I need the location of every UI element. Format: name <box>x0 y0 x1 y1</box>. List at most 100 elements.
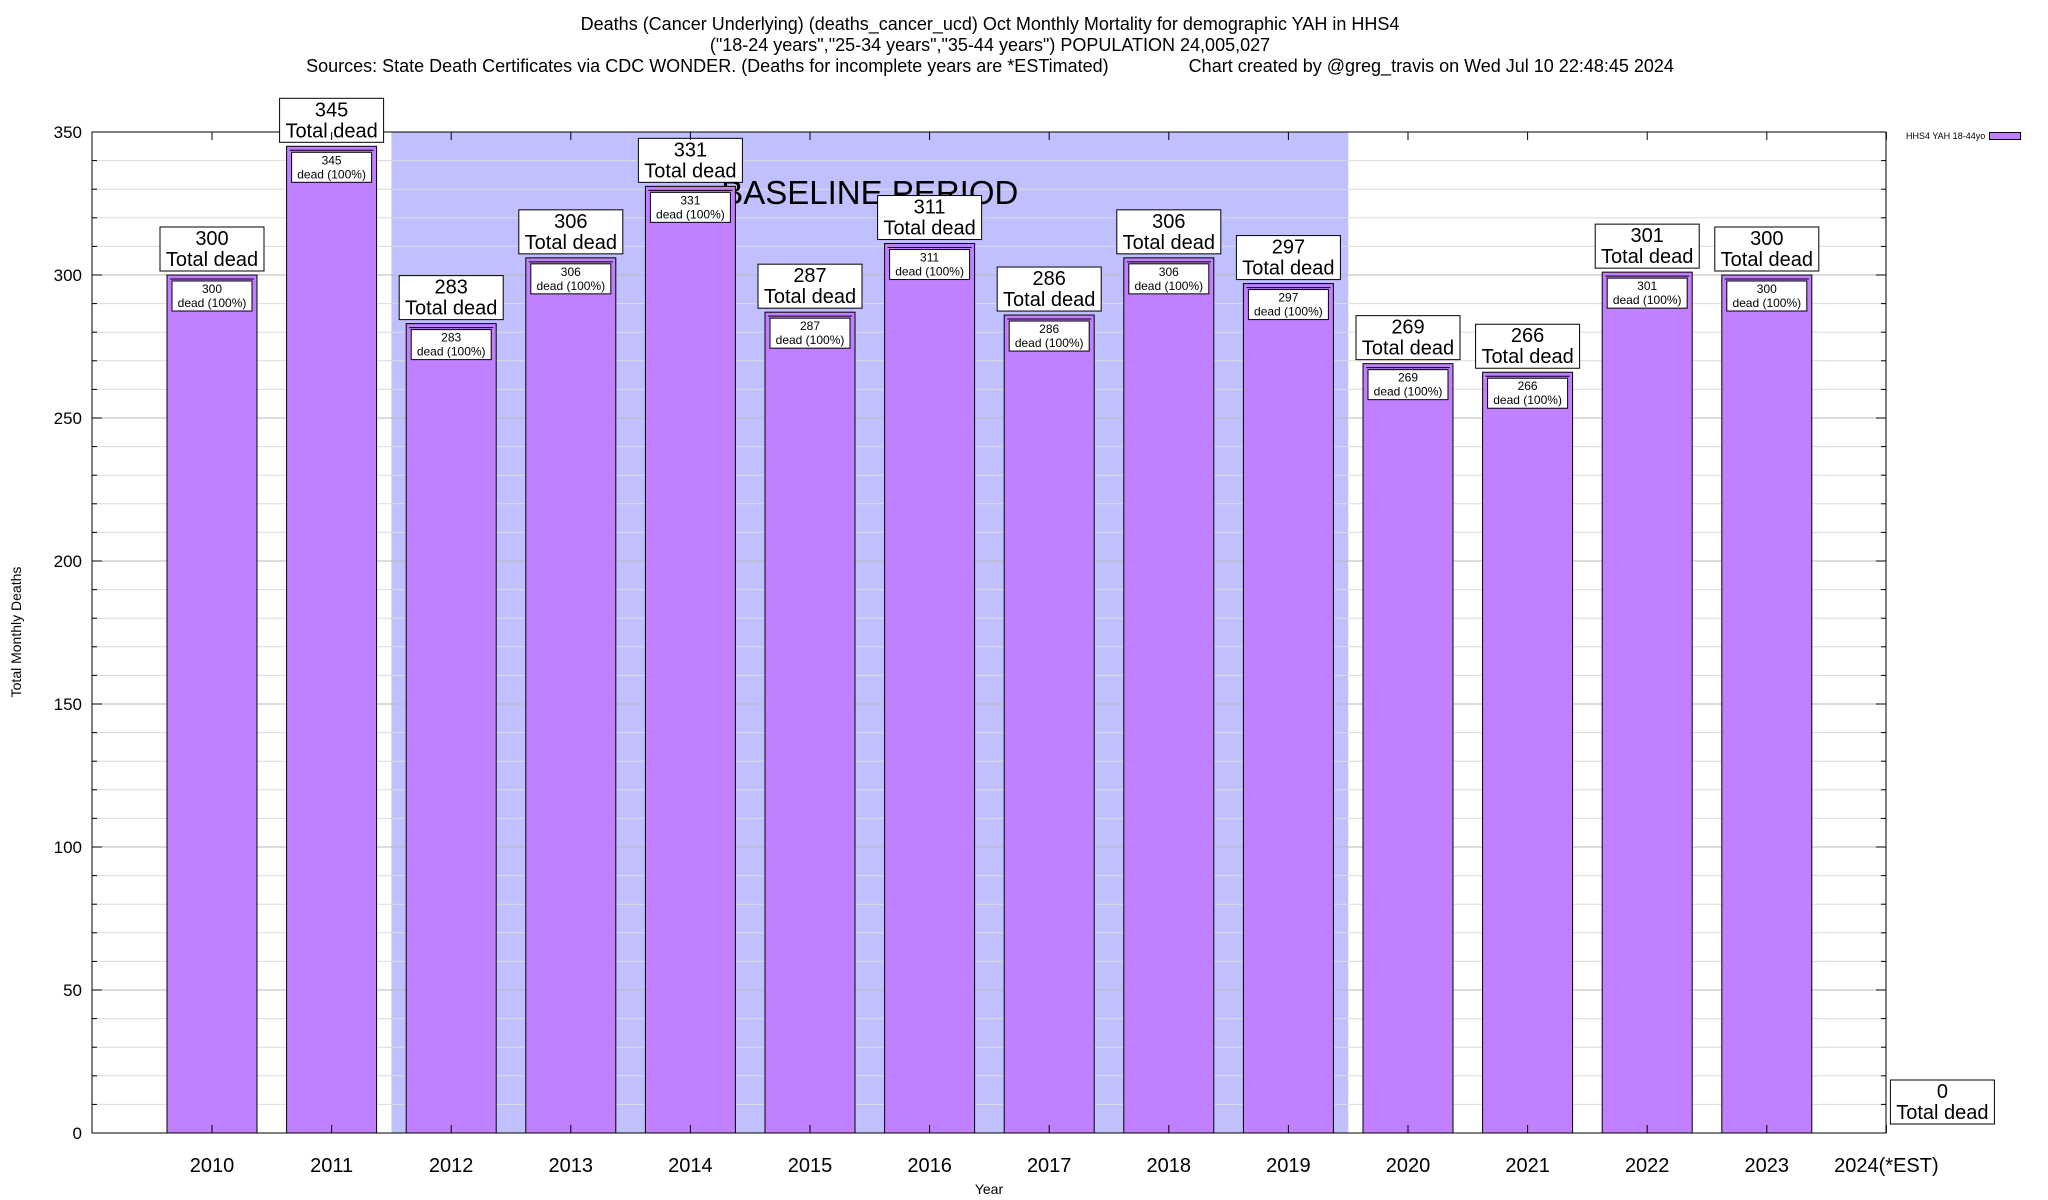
title-line-2: ("18-24 years","25-34 years","35-44 year… <box>709 35 1271 55</box>
bar-total-label-box <box>398 275 504 321</box>
bar-inner-pct: dead (100%) <box>1374 385 1443 399</box>
bar-inner-value: 300 <box>202 282 222 296</box>
bar-inner-value: 345 <box>322 153 342 167</box>
bar-total-value: 311 <box>914 197 946 219</box>
bar-total-text: Total dead <box>1242 258 1334 280</box>
bar-total-value: 286 <box>1033 268 1066 290</box>
y-tick-label: 200 <box>54 552 82 571</box>
chart-title: Deaths (Cancer Underlying) (deaths_cance… <box>0 14 1980 77</box>
bar <box>1123 257 1215 1134</box>
bar-total-value: 0 <box>1937 1081 1948 1103</box>
bar <box>286 145 378 1134</box>
bar-total-text: Total dead <box>285 120 377 142</box>
bar-inner-value: 287 <box>800 319 820 333</box>
bar-inner-pct: dead (100%) <box>1015 336 1084 350</box>
x-tick-label: 2015 <box>788 1155 833 1177</box>
bar-inner-value: 286 <box>1039 322 1059 336</box>
bar-total-label-box <box>1475 323 1581 369</box>
legend-label: HHS4 YAH 18-44yo <box>1906 131 1986 141</box>
bar-total-label-box <box>996 266 1102 312</box>
bar-total-value: 287 <box>793 265 826 287</box>
x-tick-label: 2019 <box>1266 1155 1311 1177</box>
bar-total-text: Total dead <box>525 232 617 254</box>
x-tick-label: 2018 <box>1147 1155 1192 1177</box>
bar-total-text: Total dead <box>1362 338 1454 360</box>
y-axis-title: Total Monthly Deaths <box>8 567 24 698</box>
bar-total-label-box <box>1116 209 1222 255</box>
bar-inner-value: 297 <box>1278 291 1298 305</box>
x-tick-label: 2020 <box>1386 1155 1431 1177</box>
x-tick-label: 2013 <box>549 1155 594 1177</box>
bar-inner-pct: dead (100%) <box>895 265 964 279</box>
bar-total-text: Total dead <box>166 249 258 271</box>
bar-inner-pct: dead (100%) <box>297 167 366 181</box>
bar-inner-label-box <box>1367 369 1449 401</box>
bar-inner-label-box <box>769 317 851 349</box>
y-tick-label: 100 <box>54 838 82 857</box>
bar-total-label-box <box>637 137 743 183</box>
plot-frame <box>91 131 1887 1134</box>
bar-total-text: Total dead <box>1003 289 1095 311</box>
bar-inner-value: 283 <box>441 331 461 345</box>
bar-inner-pct: dead (100%) <box>417 345 486 359</box>
bar-total-value: 297 <box>1272 237 1305 259</box>
bar-inner-pct: dead (100%) <box>1134 279 1203 293</box>
bar-total-text: Total dead <box>644 160 736 182</box>
x-tick-label: 2024(*EST) <box>1834 1155 1939 1177</box>
bar-inner-value: 306 <box>561 265 581 279</box>
bar <box>1003 314 1095 1134</box>
bar-total-label-box <box>877 195 983 241</box>
bar-total-label-box <box>1889 1079 1995 1125</box>
bar-inner-pct: dead (100%) <box>776 333 845 347</box>
bar-inner-pct: dead (100%) <box>1613 293 1682 307</box>
bar <box>1721 274 1813 1134</box>
bar-inner-value: 301 <box>1637 279 1657 293</box>
title-line-3: Sources: State Death Certificates via CD… <box>306 56 1674 76</box>
bar-inner-label-box <box>291 151 373 183</box>
title-line-1: Deaths (Cancer Underlying) (deaths_cance… <box>580 14 1400 34</box>
bar-total-text: Total dead <box>883 218 975 240</box>
bar-inner-value: 306 <box>1159 265 1179 279</box>
y-tick-label: 250 <box>54 409 82 428</box>
bar-inner-value: 266 <box>1518 379 1538 393</box>
bar-inner-label-box <box>889 249 971 281</box>
x-tick-label: 2016 <box>907 1155 952 1177</box>
bar-inner-value: 331 <box>680 193 700 207</box>
bar-inner-pct: dead (100%) <box>1732 296 1801 310</box>
bar <box>764 311 856 1134</box>
bar-total-label-box <box>757 263 863 309</box>
bar-inner-label-box <box>171 280 253 312</box>
y-tick-label: 0 <box>73 1124 82 1143</box>
bar-total-value: 300 <box>195 228 228 250</box>
bar-inner-label-box <box>1128 263 1210 295</box>
bar-inner-value: 311 <box>920 251 939 265</box>
x-tick-label: 2011 <box>310 1155 353 1177</box>
bar-inner-label-box <box>1726 280 1808 312</box>
bar <box>1362 363 1454 1134</box>
bar-total-value: 283 <box>435 277 468 299</box>
bar-inner-label-box <box>1487 377 1569 409</box>
bar-total-value: 300 <box>1750 228 1783 250</box>
y-tick-label: 150 <box>54 695 82 714</box>
bar-total-value: 331 <box>674 139 707 161</box>
bar-inner-value: 269 <box>1398 371 1418 385</box>
bar-total-text: Total dead <box>1721 249 1813 271</box>
bar-inner-pct: dead (100%) <box>656 207 725 221</box>
bar-total-value: 266 <box>1511 325 1544 347</box>
bar-inner-pct: dead (100%) <box>1493 393 1562 407</box>
bar-total-label-box <box>518 209 624 255</box>
bar-total-text: Total dead <box>1601 246 1693 268</box>
bar-total-value: 345 <box>315 99 348 121</box>
bar-total-value: 269 <box>1391 317 1424 339</box>
bar <box>166 274 258 1134</box>
x-tick-label: 2014 <box>668 1155 713 1177</box>
bar <box>1482 371 1574 1134</box>
bar-total-text: Total dead <box>405 298 497 320</box>
bar-total-label-box <box>159 226 265 272</box>
bar-inner-label-box <box>649 191 731 223</box>
x-tick-label: 2017 <box>1027 1155 1072 1177</box>
bar <box>884 243 976 1134</box>
x-tick-label: 2023 <box>1745 1155 1790 1177</box>
x-tick-label: 2010 <box>190 1155 235 1177</box>
